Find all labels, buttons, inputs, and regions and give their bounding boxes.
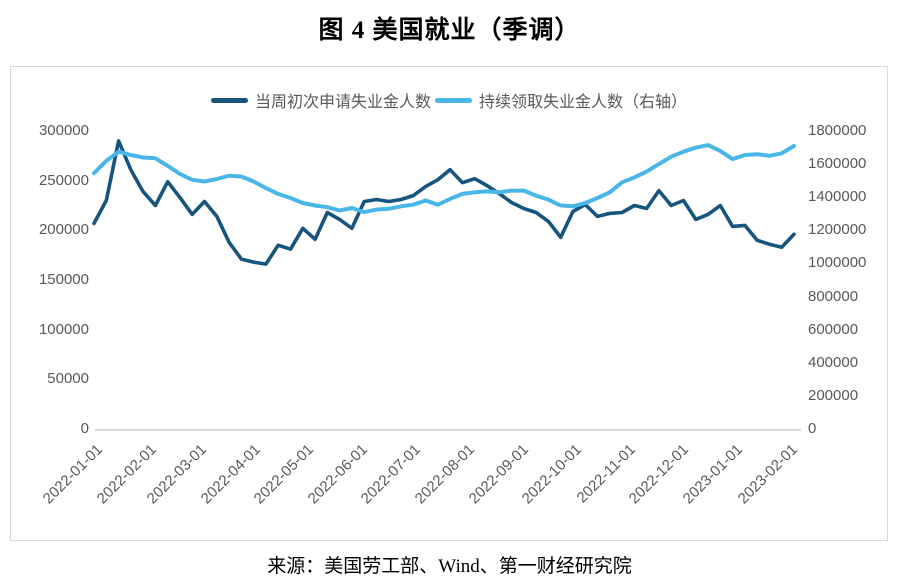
left-axis-tick: 300000 bbox=[38, 122, 89, 139]
x-axis-tick-label: 2022-12-01 bbox=[625, 441, 692, 508]
left-axis-tick: 200000 bbox=[38, 221, 89, 239]
x-axis-tick-label: 2022-09-01 bbox=[466, 441, 533, 508]
left-axis-tick: 50000 bbox=[47, 370, 89, 388]
right-axis-tick: 1200000 bbox=[808, 221, 867, 239]
x-axis-tick-label: 2023-02-01 bbox=[734, 441, 801, 508]
legend-label-continuing-claims: 持续领取失业金人数（右轴） bbox=[479, 94, 688, 111]
x-axis-tick-label: 2022-05-01 bbox=[250, 441, 317, 508]
x-axis-tick-label: 2022-04-01 bbox=[197, 441, 264, 508]
initial-claims-line-swatch bbox=[210, 97, 248, 103]
x-axis-tick-label: 2022-11-01 bbox=[573, 441, 640, 507]
x-axis-tick-label: 2022-03-01 bbox=[143, 441, 210, 508]
legend-label-initial-claims: 当周初次申请失业金人数 bbox=[254, 94, 431, 111]
left-axis-tick: 0 bbox=[80, 420, 89, 437]
plot-area bbox=[92, 139, 796, 266]
left-axis-tick: 100000 bbox=[38, 320, 89, 338]
x-axis-tick-label: 2022-06-01 bbox=[304, 441, 371, 508]
right-axis-tick: 0 bbox=[808, 420, 817, 437]
right-axis-tick: 600000 bbox=[808, 320, 859, 338]
legend-item-continuing-claims[interactable]: 持续领取失业金人数（右轴） bbox=[435, 88, 687, 112]
continuing-claims-line-swatch bbox=[435, 97, 472, 103]
right-axis-tick: 1000000 bbox=[808, 254, 867, 272]
initial-claims-series-line bbox=[92, 139, 796, 266]
x-axis-tick-label: 2022-08-01 bbox=[411, 441, 478, 508]
right-axis-tick: 200000 bbox=[808, 386, 859, 404]
x-axis-tick-label: 2022-01-01 bbox=[39, 441, 107, 508]
right-axis-tick: 400000 bbox=[808, 353, 859, 371]
right-axis-tick: 1400000 bbox=[808, 188, 867, 206]
x-axis-tick-label: 2023-01-01 bbox=[680, 441, 747, 508]
left-axis-tick: 150000 bbox=[38, 271, 89, 288]
legend-item-initial-claims[interactable]: 当周初次申请失业金人数 bbox=[210, 88, 431, 112]
x-axis-tick-label: 2022-07-01 bbox=[357, 441, 424, 508]
source-attribution: 来源：美国劳工部、Wind、第一财经研究院 bbox=[267, 556, 632, 577]
chart-panel: 当周初次申请失业金人数 持续领取失业金人数（右轴） 300000 250000 20… bbox=[10, 66, 888, 541]
right-axis-tick: 1800000 bbox=[808, 122, 867, 139]
page-title: 图 4 美国就业（季调） bbox=[318, 17, 581, 44]
left-axis-tick: 250000 bbox=[38, 171, 89, 189]
chart-legend: 当周初次申请失业金人数 持续领取失业金人数（右轴） bbox=[11, 88, 887, 112]
continuing-claims-series-line bbox=[92, 143, 796, 215]
right-axis-tick: 1600000 bbox=[808, 155, 867, 173]
x-axis-tick-label: 2022-10-01 bbox=[518, 441, 585, 508]
x-axis-line bbox=[95, 429, 801, 431]
right-axis-tick: 800000 bbox=[808, 287, 859, 305]
